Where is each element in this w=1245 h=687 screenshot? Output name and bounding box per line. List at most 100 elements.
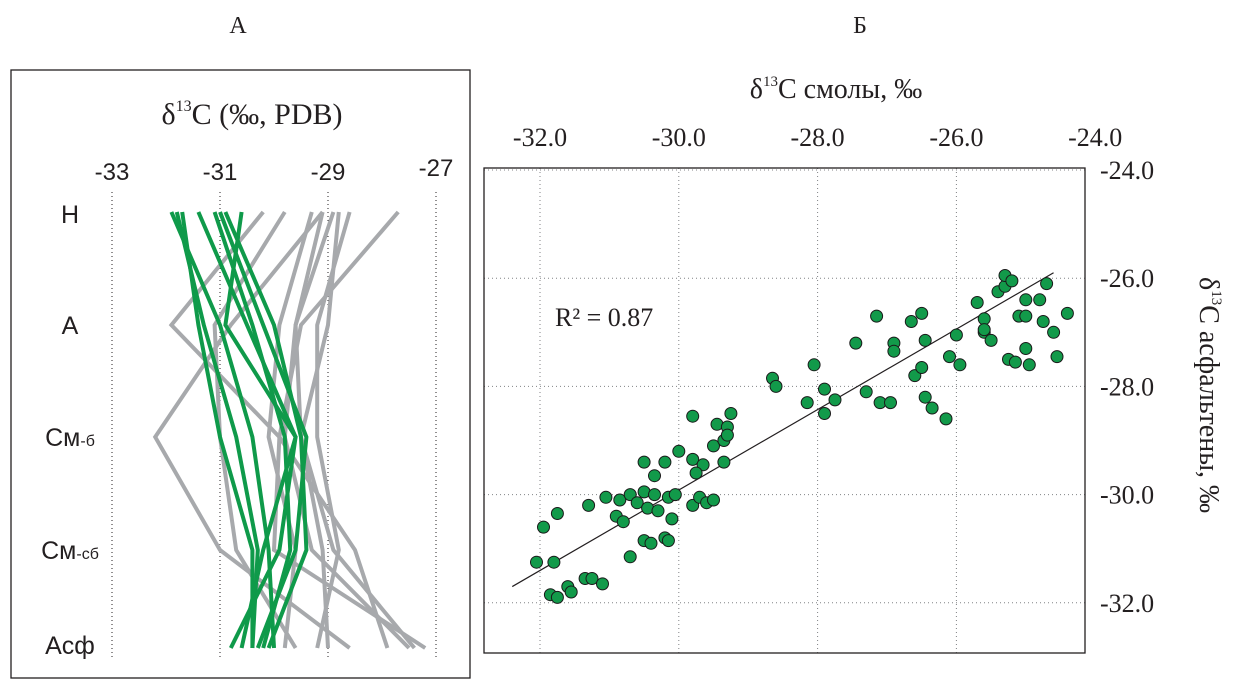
chart-b-point [717,455,731,469]
chart-b-points [530,269,1074,604]
chart-b-point [884,396,897,410]
chart-b-point [849,336,863,350]
chart-b-y-title-group: δ13C асфальтены, ‰ [1193,277,1224,513]
chart-b-x-tick-labels: -32.0 -30.0 -28.0 -26.0 -24.0 [513,123,1122,152]
chart-b-point [672,444,686,458]
chart-b-point [720,428,734,442]
chart-b-point [1019,309,1033,323]
chart-b-point [550,590,564,604]
chart-b-point [661,534,675,548]
chart-b-point [915,361,929,374]
chart-a-series-lines [152,210,427,650]
chart-b-point [550,507,564,520]
chart-b-point [870,309,884,323]
chart-b-point [616,515,630,529]
chart-a-frame [10,69,471,679]
chart-b-y-title: δ13C асфальтены, ‰ [1193,277,1224,513]
chart-b-point [904,315,918,328]
chart-b-y-tick-label: -30.0 [1100,481,1154,510]
chart-b-point [696,458,710,472]
chart-a-title: δ13C (‰, PDB) [162,98,343,131]
chart-b-point [828,393,842,407]
chart-b-trendline [511,272,1054,588]
chart-b-y-tick-label: -26.0 [1100,264,1154,293]
chart-b-point [949,328,963,342]
chart-b-point [807,358,821,372]
chart-b-x-title: δ13C смолы, ‰ [750,74,922,105]
chart-b-point [564,585,578,599]
chart-a-x-tick-labels: -33 -31 -29 -27 [95,155,454,186]
chart-b-point [970,296,984,309]
chart-b-point [1008,355,1022,369]
chart-b-point [1050,350,1064,364]
chart-b-point [859,385,873,399]
chart-b-x-tick-label: -28.0 [791,123,845,152]
chart-b-point [648,469,661,483]
chart-b-point [939,412,953,426]
chart-b-y-tick-label: -28.0 [1100,372,1154,401]
chart-b-point [630,496,644,510]
chart-b-gridlines [484,168,1085,653]
chart-a-x-tick-label: -31 [203,159,238,186]
chart-b-point [596,577,609,591]
chart-a-series-line-gray [271,210,427,650]
chart-b-point [537,520,550,534]
chart-b-point [724,407,738,420]
chart-b-y-tick-label: -24.0 [1100,156,1154,185]
chart-b-point [582,498,596,512]
chart-b-point [637,455,651,469]
chart-b-point [800,396,814,410]
chart-b-x-tick-label: -24.0 [1068,123,1122,152]
chart-b-point [599,490,613,504]
chart-b-point [1019,342,1033,355]
chart-b-point [887,344,901,358]
chart-b: δ13C смолы, ‰ δ13C асфальтены, ‰ -32.0 -3… [483,74,1224,654]
chart-b-x-tick-label: -32.0 [513,123,567,152]
chart-b-point [818,407,831,420]
chart-b-point [1036,315,1050,328]
chart-b-point [953,358,967,372]
panel-label-a: А [229,13,247,39]
chart-b-point [623,550,637,564]
chart-b-point [644,536,658,550]
chart-b-x-tick-label: -30.0 [652,123,706,152]
chart-a-series-line-green [180,211,255,648]
chart-b-point [547,555,561,569]
chart-a-category-label: См-б [45,424,95,452]
chart-b-point [658,455,672,469]
chart-b-point [1022,358,1036,372]
chart-b-point [1005,274,1019,288]
chart-b-point [613,493,627,507]
chart-b-point [648,488,661,502]
panel-label-b: Б [853,13,867,39]
chart-b-point [585,572,599,585]
chart-b-point [984,333,998,347]
chart-b-y-tick-label: -32.0 [1100,589,1154,618]
chart-a-category-label: Асф [45,632,95,660]
chart-b-x-tick-label: -26.0 [929,123,983,152]
chart-b-point [918,390,932,404]
chart-a-series-line-green [169,211,276,649]
chart-a-series-line-gray [315,211,352,649]
chart-a-category-label: А [62,312,79,340]
chart-b-point [818,382,831,396]
chart-b-point [769,379,783,393]
chart-b-point [918,333,932,347]
chart-b-point [707,439,720,453]
chart-b-point [977,312,991,326]
chart-a-x-tick-label: -27 [419,155,454,182]
chart-b-point [1047,325,1061,339]
chart-b-point [686,409,700,423]
chart-b-point [668,488,682,502]
chart-a-category-labels: Н А См-б См-сб Асф [41,201,99,660]
chart-b-point [1040,277,1054,291]
chart-b-r2-annotation: R² = 0.87 [555,303,653,332]
chart-b-point [530,555,543,569]
chart-b-point [689,466,703,480]
chart-a: δ13C (‰, PDB) -33 -31 -29 -27 Н А См-б См-сб Ас… [10,69,471,679]
chart-b-point [1019,293,1033,307]
chart-b-point [686,452,700,466]
chart-b-point [943,350,956,364]
chart-b-point [925,401,939,415]
